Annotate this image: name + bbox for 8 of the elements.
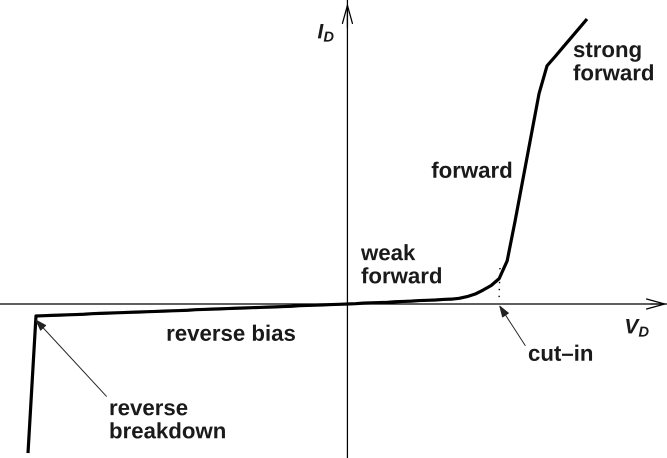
annotation: cut–in <box>528 344 592 361</box>
annotation: strong forward <box>573 42 654 81</box>
annotation: weak forward <box>360 244 442 284</box>
y-axis-title: I$_{D}$ <box>318 24 334 42</box>
x-axis-title: V$_{D}$ <box>626 319 649 337</box>
annotation: reverse breakdown <box>110 403 225 439</box>
annotation: reverse bias <box>168 324 295 341</box>
annotation: forward <box>432 162 512 178</box>
